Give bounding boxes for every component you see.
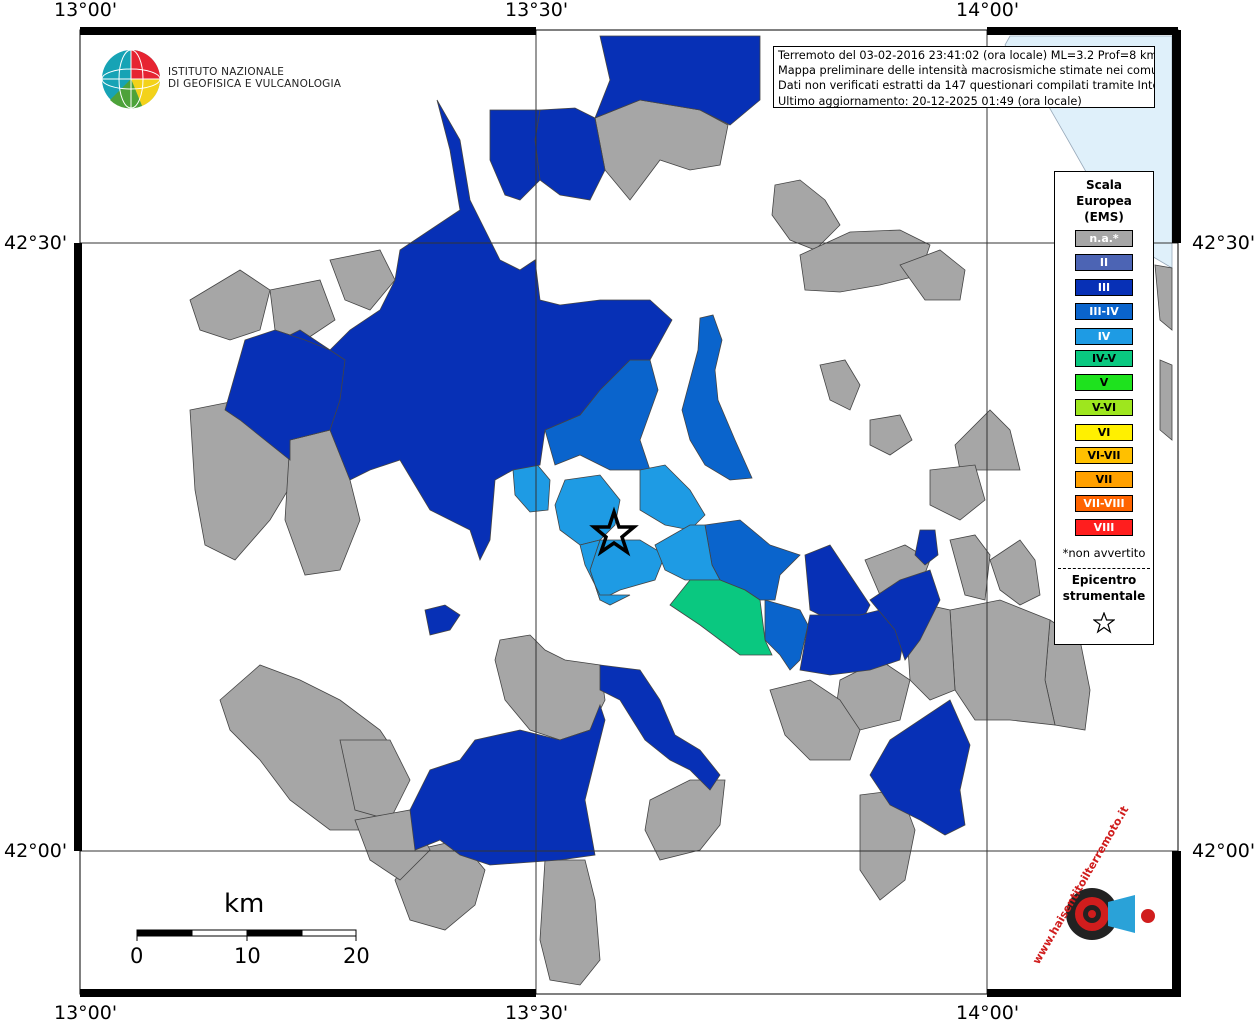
lon-label-13-00-top: 13°00' — [54, 0, 118, 21]
legend-title-line1: Scala — [1085, 178, 1123, 192]
legend-swatch-na: n.a.* — [1075, 230, 1133, 247]
event-info-box: Terremoto del 03-02-2016 23:41:02 (ora l… — [773, 46, 1155, 108]
graticule — [80, 30, 1178, 994]
ingv-logo-line1: ISTITUTO NAZIONALE — [168, 66, 285, 78]
ingv-logo-text: ISTITUTO NAZIONALE DI GEOFISICA E VULCAN… — [168, 66, 341, 90]
lon-label-13-00-bottom: 13°00' — [54, 1002, 118, 1024]
ingv-globe-icon — [101, 49, 161, 109]
ems-legend: Scala Europea (EMS) n.a.* II III III-IV … — [1054, 171, 1154, 645]
lat-label-42-00-left: 42°00' — [4, 840, 68, 862]
event-info-line4: Ultimo aggiornamento: 20-12-2025 01:49 (… — [778, 94, 1082, 108]
ingv-logo-line2: DI GEOFISICA E VULCANOLOGIA — [168, 78, 342, 90]
legend-swatch-iv-v: IV-V — [1075, 350, 1133, 367]
lat-label-42-30-right: 42°30' — [1192, 232, 1256, 254]
legend-epicenter-line1: Epicentro — [1071, 573, 1137, 587]
legend-swatch-iii-iv: III-IV — [1075, 303, 1133, 320]
legend-swatch-viii: VIII — [1075, 519, 1133, 536]
scale-tick-10: 10 — [234, 944, 261, 968]
legend-epicenter-line2: strumentale — [1062, 589, 1146, 603]
event-info-line2: Mappa preliminare delle intensità macros… — [778, 64, 1155, 78]
lon-label-13-30-bottom: 13°30' — [505, 1002, 569, 1024]
frame-border — [74, 27, 1181, 997]
event-info-line3: Dati non verificati estratti da 147 ques… — [778, 79, 1155, 93]
legend-swatch-vi-vii: VI-VII — [1075, 447, 1133, 464]
legend-swatch-vi: VI — [1075, 424, 1133, 441]
legend-star-icon — [1093, 612, 1115, 634]
legend-swatch-vii: VII — [1075, 471, 1133, 488]
municipalities-ems-iii — [224, 35, 971, 866]
legend-swatch-iv: IV — [1075, 328, 1133, 345]
legend-title: Scala Europea (EMS) — [1055, 177, 1153, 225]
legend-title-line2: Europea — [1076, 194, 1132, 208]
legend-swatch-ii: II — [1075, 254, 1133, 271]
hai-sentito-badge-icon — [1066, 888, 1155, 940]
scale-bar — [136, 929, 357, 941]
epicenter-star-icon — [589, 506, 639, 557]
lat-label-42-00-right: 42°00' — [1192, 840, 1256, 862]
scale-unit-label: km — [224, 889, 265, 919]
lon-label-13-30-top: 13°30' — [505, 0, 569, 21]
legend-title-line3: (EMS) — [1084, 210, 1124, 224]
municipalities-ems-iii-iv — [544, 314, 809, 671]
lat-label-42-30-left: 42°30' — [4, 232, 68, 254]
legend-epicenter-label: Epicentro strumentale — [1055, 572, 1153, 604]
scale-tick-20: 20 — [343, 944, 370, 968]
legend-divider — [1058, 568, 1150, 569]
legend-swatch-v: V — [1075, 374, 1133, 391]
legend-swatch-vii-viii: VII-VIII — [1075, 495, 1133, 512]
municipality-ems-iv-v — [669, 579, 773, 656]
lon-label-14-00-top: 14°00' — [956, 0, 1020, 21]
event-info-line1: Terremoto del 03-02-2016 23:41:02 (ora l… — [778, 49, 1155, 62]
legend-swatch-iii: III — [1075, 279, 1133, 296]
legend-swatch-v-vi: V-VI — [1075, 399, 1133, 416]
legend-note: *non avvertito — [1062, 546, 1146, 560]
lon-label-14-00-bottom: 14°00' — [956, 1002, 1020, 1024]
scale-tick-0: 0 — [130, 944, 144, 968]
